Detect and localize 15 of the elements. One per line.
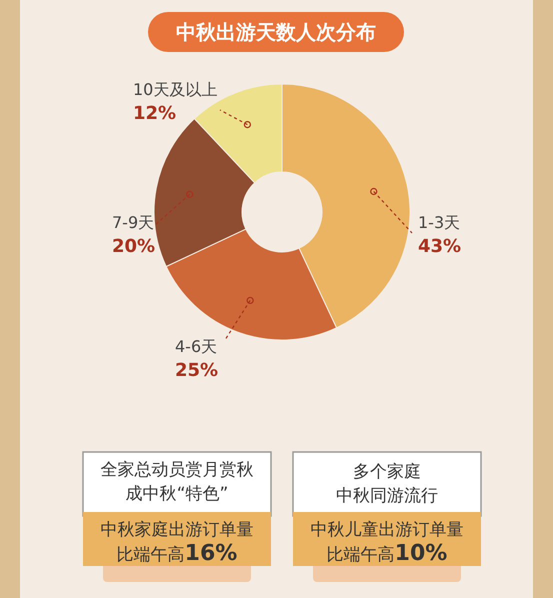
data-label: 20% (112, 236, 156, 257)
slice-label: 10天及以上 (133, 80, 218, 99)
data-label: 12% (133, 103, 176, 124)
text: 全家总动员赏月赏秋成中秋“特色” (100, 459, 254, 506)
slice-label: 4-6天 (175, 337, 218, 356)
chart-title: 中秋出游天数人次分布 (176, 20, 376, 44)
title: 中秋出游天数人次分布 (148, 12, 404, 52)
data-label: 25% (175, 360, 218, 381)
text: 中秋儿童出游订单量比端午高10% (310, 519, 464, 567)
text: 中秋家庭出游订单量比端午高16% (100, 519, 254, 567)
text: 多个家庭 (352, 461, 422, 484)
slice-label: 7-9天 (112, 213, 154, 232)
data-label: 43% (418, 236, 462, 257)
slice-label: 1-3天 (418, 213, 460, 232)
text: 中秋同游流行 (335, 485, 439, 508)
